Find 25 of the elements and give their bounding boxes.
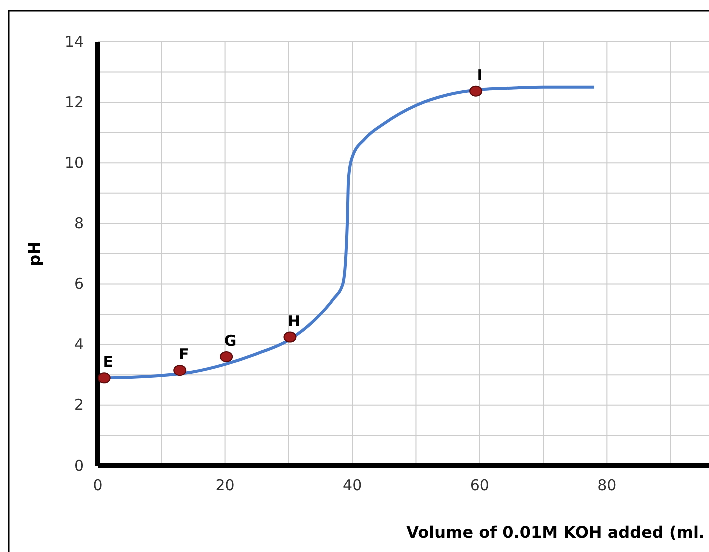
annotation: E	[103, 353, 114, 372]
x-tick-label: 0	[93, 476, 103, 495]
y-axis-title: pH	[25, 242, 44, 266]
y-tick-label: 4	[74, 336, 84, 354]
y-tick-label: 12	[64, 93, 84, 112]
y-tick-label: 8	[74, 214, 84, 233]
annotation: I	[477, 66, 483, 84]
y-tick-label: 6	[74, 275, 84, 294]
annotation: H	[288, 312, 300, 330]
point	[284, 332, 297, 343]
point	[220, 351, 234, 362]
annotation: G	[224, 332, 237, 350]
point	[470, 86, 483, 97]
x-tick-label: 40	[343, 476, 362, 495]
y-tick-label: 2	[74, 396, 84, 414]
point	[174, 365, 187, 376]
x-tick-label: 80	[598, 476, 617, 495]
x-tick-label: 20	[216, 476, 235, 495]
y-tick-label: 10	[64, 154, 84, 172]
x-tick-label: 60	[470, 476, 490, 495]
y-tick-label: 14	[64, 32, 84, 51]
y-tick-label: 0	[74, 456, 84, 475]
x-axis-title: Volume of 0.01M KOH added (ml.	[406, 523, 705, 542]
annotation: F	[178, 346, 190, 364]
point	[98, 372, 111, 384]
